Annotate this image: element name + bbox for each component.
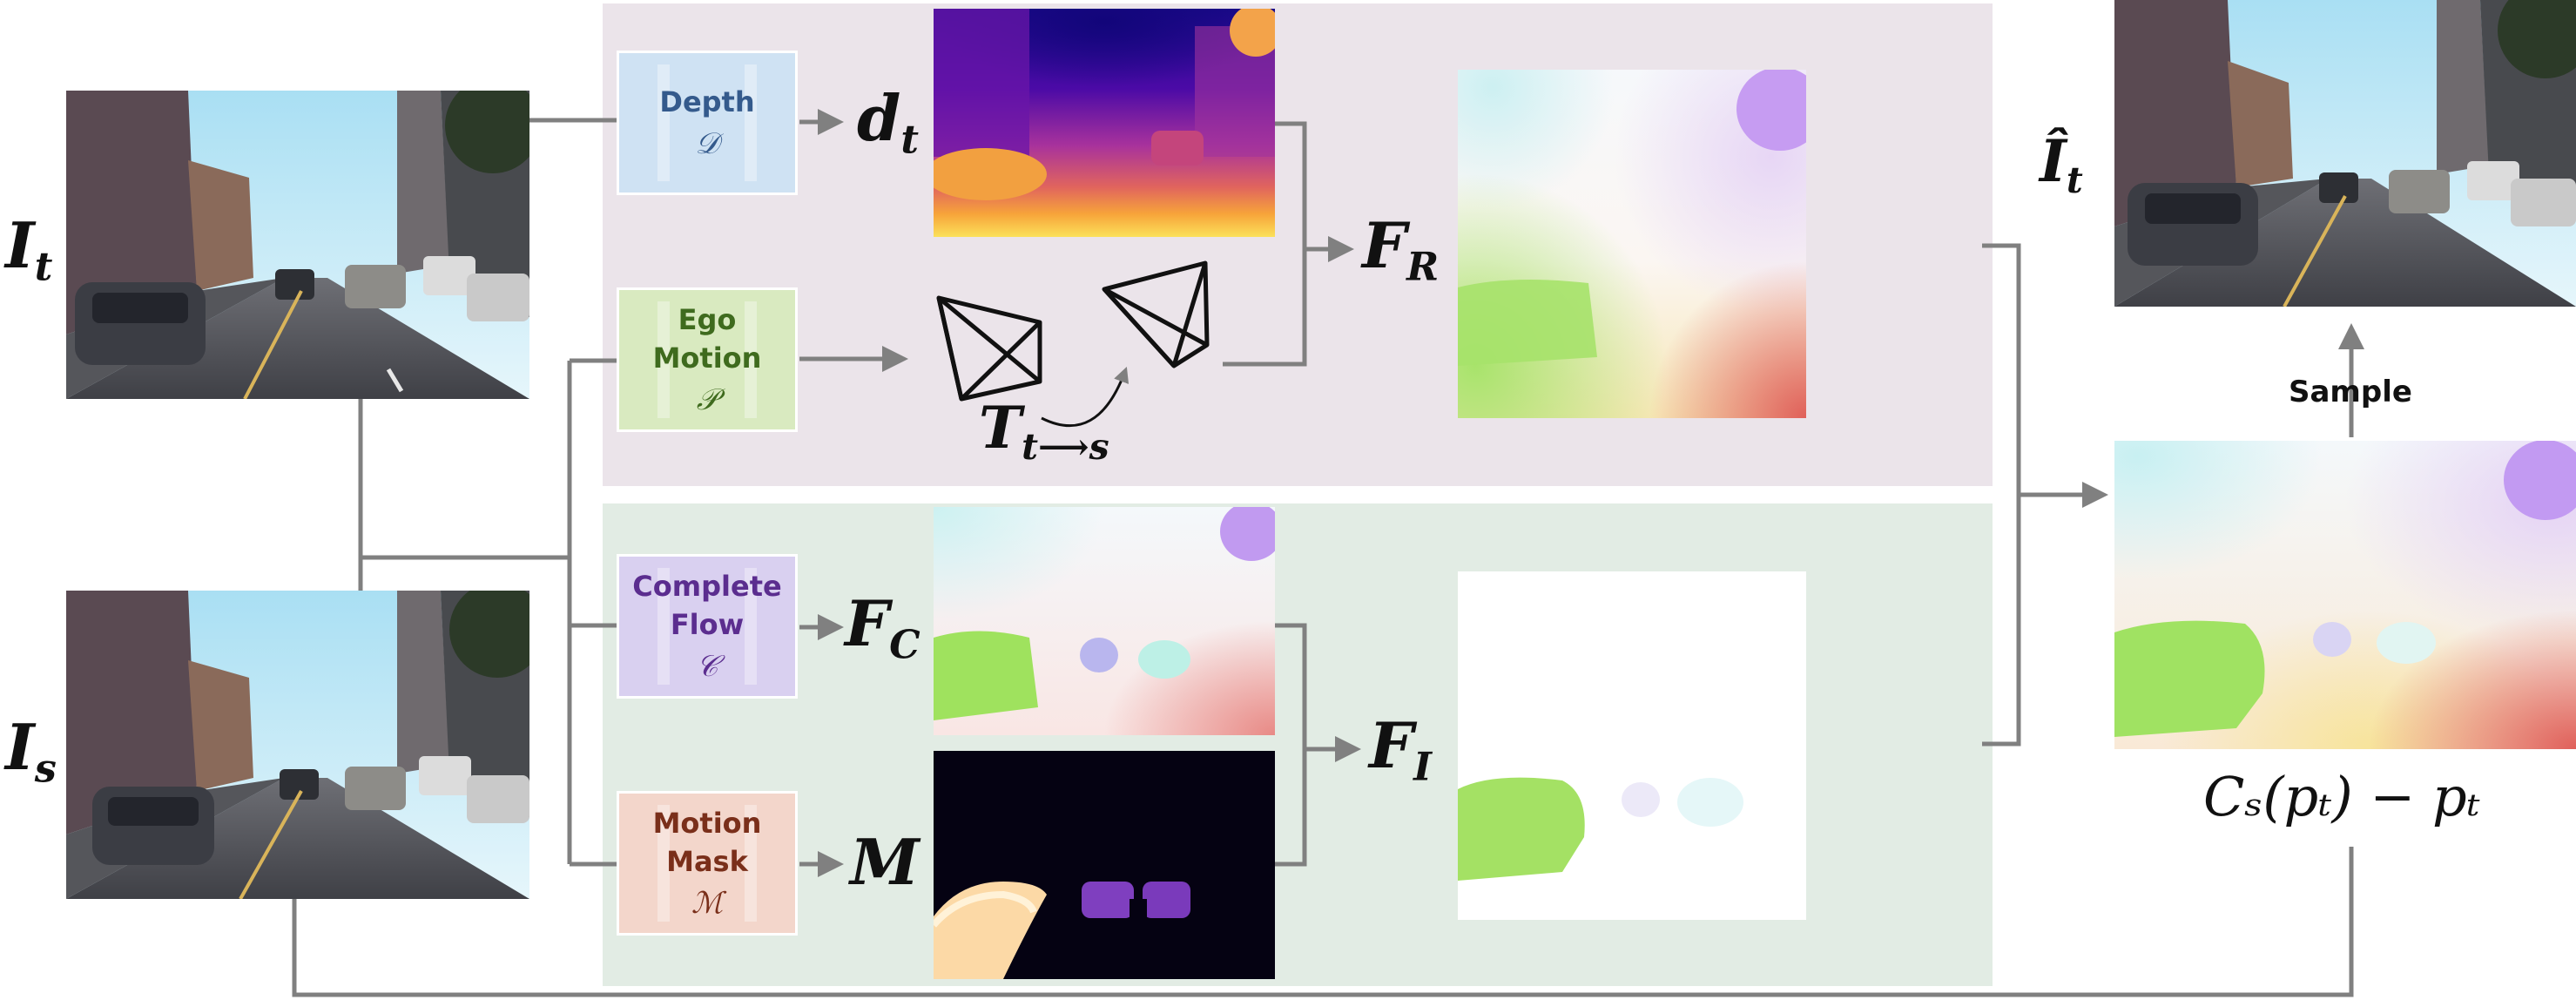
complete-flow-module-backdrop: [657, 567, 757, 686]
complete-flow-label-sub: C: [889, 621, 920, 668]
depth-output-label-sub: t: [900, 116, 919, 163]
motion-mask-module-backdrop: [657, 804, 757, 922]
ego-motion-module-symbol: 𝒫: [696, 382, 718, 417]
target-frame-label-main: I: [5, 208, 35, 282]
complete-flow-image: [934, 507, 1275, 735]
target-frame-label: It: [5, 214, 52, 287]
reconstructed-frame-label-main: Î: [2040, 127, 2067, 195]
source-frame-label: Is: [5, 716, 57, 788]
depth-output-label: dt: [857, 87, 919, 159]
complete-flow-module-label-line2: Flow: [670, 608, 745, 641]
motion-mask-module-label-line2: Mask: [666, 845, 748, 878]
motion-mask-label-main: M: [850, 825, 920, 899]
combined-flow-formula: Cₛ(pₜ) − pₜ: [2203, 765, 2481, 828]
independent-flow-label-main: F: [1369, 708, 1414, 782]
source-frame-label-sub: s: [34, 745, 57, 792]
motion-mask-module: Motion Mask ℳ: [617, 791, 798, 936]
merge-line: [1982, 243, 2021, 747]
complete-flow-module: Complete Flow 𝒞: [617, 554, 798, 699]
depth-map-image: [934, 9, 1275, 237]
pose-output-label-sub: t⟶s: [1022, 426, 1109, 469]
depth-module-label: Depth: [659, 85, 755, 118]
rigid-flow-label-main: F: [1362, 208, 1407, 282]
motion-mask-module-symbol: ℳ: [691, 886, 724, 921]
pose-output-label-main: T: [979, 394, 1022, 462]
rigid-flow-label-sub: R: [1406, 243, 1440, 290]
ego-motion-module-backdrop: [657, 301, 757, 419]
motion-mask-label: M: [850, 831, 920, 894]
independent-flow-label-sub: I: [1413, 743, 1432, 790]
motion-mask-image: [934, 751, 1275, 979]
complete-flow-label-main: F: [845, 586, 890, 660]
complete-flow-label: FC: [845, 592, 920, 665]
rigid-flow-label: FR: [1362, 214, 1439, 287]
flow-to-fi-line: [1275, 623, 1307, 867]
rigid-flow-image: [1458, 70, 1806, 418]
sample-label: Sample: [2289, 375, 2412, 409]
camera-pose-icon: [936, 260, 1210, 402]
depth-to-fr-line: [1223, 121, 1307, 367]
reconstructed-frame-label-sub: t: [2066, 159, 2083, 202]
depth-module-symbol: 𝒟: [695, 126, 719, 161]
ego-motion-module-label-line2: Motion: [652, 341, 762, 375]
pose-output-label: Tt⟶s: [979, 399, 1109, 465]
reconstructed-target-image: [2114, 0, 2576, 307]
source-frame-image: [66, 591, 529, 899]
independent-flow-label: FI: [1369, 714, 1432, 787]
motion-mask-module-label-line1: Motion: [652, 807, 762, 840]
depth-module-backdrop: [657, 64, 757, 182]
depth-module: Depth 𝒟: [617, 51, 798, 195]
source-frame-label-main: I: [5, 710, 35, 784]
pose-curve-arrow: [1041, 366, 1130, 428]
combined-flow-image: [2114, 441, 2576, 749]
independent-flow-image: [1458, 571, 1806, 920]
target-frame-image: [66, 91, 529, 399]
ego-motion-module: Ego Motion 𝒫: [617, 287, 798, 432]
complete-flow-module-label-line1: Complete: [632, 570, 782, 603]
source-feedback-line: [292, 847, 2354, 997]
reconstructed-frame-label: Ît: [2040, 132, 2083, 199]
complete-flow-module-symbol: 𝒞: [696, 649, 718, 684]
depth-output-label-main: d: [857, 81, 901, 155]
target-frame-label-sub: t: [34, 243, 53, 290]
ego-motion-module-label-line1: Ego: [678, 303, 737, 336]
